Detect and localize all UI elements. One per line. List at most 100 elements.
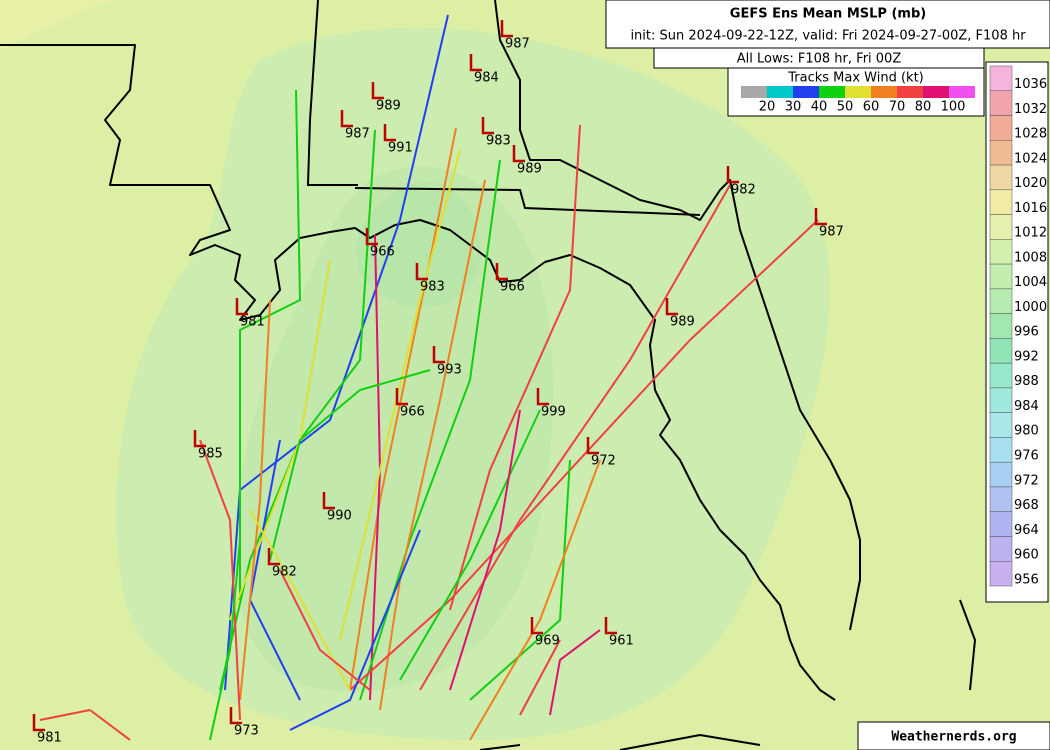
colorbar-label: 976 xyxy=(1014,449,1039,464)
low-marker xyxy=(267,548,280,566)
low-marker xyxy=(500,20,513,38)
track xyxy=(199,439,241,721)
track xyxy=(379,179,486,711)
wind-color-swatch xyxy=(871,86,897,98)
colorbar-label: 1000 xyxy=(1014,300,1047,315)
colorbar-cell xyxy=(989,338,1013,364)
high-pressure-area xyxy=(0,0,110,50)
low-pressure-label: 991 xyxy=(388,141,413,156)
track xyxy=(399,409,541,681)
low-pressure-label: 981 xyxy=(37,731,62,746)
colorbar-cell xyxy=(989,486,1013,512)
low-pressure-label: 989 xyxy=(670,315,695,330)
low-marker xyxy=(432,346,445,364)
low-pressure-label: 985 xyxy=(198,447,223,462)
wind-label: 50 xyxy=(837,100,854,115)
wind-color-swatch xyxy=(845,86,871,98)
colorbar-cell xyxy=(989,239,1013,265)
track xyxy=(249,509,351,691)
wind-color-swatch xyxy=(793,86,819,98)
low-pressure-label: 987 xyxy=(819,225,844,240)
colorbar-cell xyxy=(989,263,1013,290)
low-marker xyxy=(586,437,599,455)
wind-label: 60 xyxy=(863,100,880,115)
low-marker xyxy=(726,166,739,184)
colorbar: 1036 1032 1028 1024 1020 1016 1012 1008 1004 1000… xyxy=(989,65,1047,587)
colorbar-label: 1028 xyxy=(1014,127,1047,142)
colorbar-label: 988 xyxy=(1014,374,1039,389)
low-marker xyxy=(512,145,525,163)
low-pressure-label: 966 xyxy=(500,280,525,295)
colorbar-cell xyxy=(989,115,1013,141)
state-borders xyxy=(0,0,701,216)
colorbar-cell xyxy=(989,164,1013,191)
track xyxy=(519,639,561,716)
wind-label: 80 xyxy=(915,100,932,115)
track xyxy=(469,459,571,701)
gulf-coast xyxy=(0,44,836,701)
low-pressure-label: 987 xyxy=(345,127,370,142)
colorbar-label: 1036 xyxy=(1014,77,1047,92)
low-markers: 987 984 989 987 991 983 989 982 987 966 983 966 981 9… xyxy=(32,20,844,746)
low-marker xyxy=(322,492,335,510)
colorbar-label: 984 xyxy=(1014,399,1039,414)
watermark: Weathernerds.org xyxy=(891,730,1016,745)
colorbar-cell xyxy=(989,560,1013,587)
low-pressure-label: 981 xyxy=(240,315,265,330)
colorbar-label: 1008 xyxy=(1014,250,1047,265)
low-pressure-center xyxy=(356,182,482,308)
low-pressure-label: 984 xyxy=(474,71,499,86)
low-marker xyxy=(229,707,242,725)
track xyxy=(89,709,131,741)
track xyxy=(339,149,461,641)
watermark-box xyxy=(857,721,1050,750)
low-marker xyxy=(530,617,543,635)
track xyxy=(209,539,241,741)
colorbar-label: 968 xyxy=(1014,498,1039,513)
colorbar-cell xyxy=(989,65,1013,92)
low-marker xyxy=(365,228,378,246)
wind-color-swatch xyxy=(897,86,923,98)
storm-tracks xyxy=(39,14,819,741)
lows-caption: All Lows: F108 hr, Fri 00Z xyxy=(737,52,902,67)
low-pressure-label: 966 xyxy=(400,405,425,420)
low-pressure-label: 982 xyxy=(272,565,297,580)
track xyxy=(39,709,91,721)
colorbar-cell xyxy=(989,511,1013,537)
low-pressure-label: 989 xyxy=(376,99,401,114)
low-marker xyxy=(604,617,617,635)
track xyxy=(469,459,601,741)
track xyxy=(279,569,371,691)
colorbar-cell xyxy=(989,536,1013,562)
wind-color-swatch xyxy=(741,86,767,98)
low-marker xyxy=(32,714,45,732)
colorbar-cell xyxy=(989,140,1013,166)
wind-color-swatch xyxy=(923,86,949,98)
low-pressure-label: 961 xyxy=(609,634,634,649)
low-marker xyxy=(814,208,827,226)
low-pressure-label: 973 xyxy=(234,724,259,739)
low-marker xyxy=(235,298,248,316)
low-pressure-label: 990 xyxy=(327,509,352,524)
colorbar-label: 1020 xyxy=(1014,176,1047,191)
track xyxy=(224,14,449,691)
track xyxy=(549,629,601,716)
wind-label: 100 xyxy=(941,100,966,115)
coastlines xyxy=(0,0,976,750)
colorbar-cell xyxy=(989,437,1013,463)
low-pressure-label: 972 xyxy=(591,454,616,469)
colorbar-cell xyxy=(989,189,1013,215)
wind-label: 70 xyxy=(889,100,906,115)
colorbar-cell xyxy=(989,288,1013,314)
low-pressure-label: 983 xyxy=(486,134,511,149)
wind-label: 30 xyxy=(785,100,802,115)
low-pressure-label: 983 xyxy=(420,280,445,295)
title: GEFS Ens Mean MSLP (mb) xyxy=(730,7,926,22)
wind-label: 20 xyxy=(759,100,776,115)
low-pressure-label: 989 xyxy=(517,162,542,177)
wind-color-swatch xyxy=(767,86,793,98)
track xyxy=(349,127,457,691)
track xyxy=(449,409,521,691)
colorbar-cell xyxy=(989,362,1013,389)
